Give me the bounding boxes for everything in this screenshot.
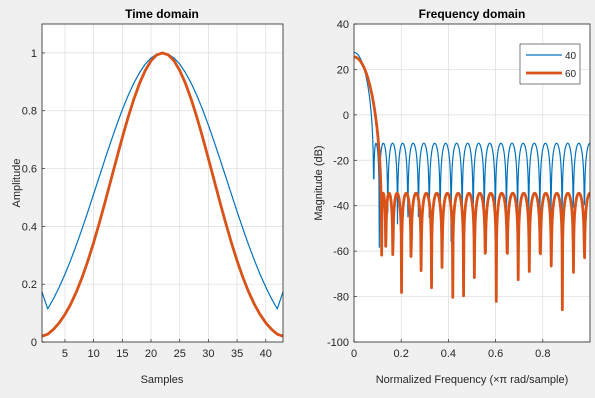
- freq-y-tick-label: -60: [333, 246, 349, 258]
- time-domain-title: Time domain: [125, 7, 199, 21]
- time-x-tick-label: 30: [202, 348, 214, 360]
- legend-label-60: 60: [565, 69, 577, 80]
- freq-y-tick-label: 0: [343, 110, 349, 122]
- freq-x-tick-label: 0.8: [535, 348, 550, 360]
- freq-x-tick-label: 0.6: [488, 348, 503, 360]
- freq-y-axis-label: Magnitude (dB): [313, 145, 325, 220]
- freq-y-tick-label: -40: [333, 201, 349, 213]
- freq-series-60: [352, 55, 592, 312]
- freq-domain-title: Frequency domain: [419, 7, 526, 21]
- freq-series-40: [353, 51, 591, 248]
- frequency-domain-plot: 0 0.2 0.4 0.6 0.8 -100 -80 -60 -40 -20 0 20 40 Freq…: [313, 7, 592, 386]
- freq-series-lines: [352, 51, 592, 312]
- time-x-tick-label: 35: [231, 348, 243, 360]
- freq-y-tick-label: -100: [327, 337, 349, 349]
- freq-x-ticks: 0 0.2 0.4 0.6 0.8: [351, 339, 550, 360]
- time-x-tick-label: 20: [145, 348, 157, 360]
- time-x-ticks: 5 10 15 20 25 30 35 40: [62, 339, 272, 360]
- freq-y-tick-label: -80: [333, 292, 349, 304]
- time-series-b: [41, 51, 284, 338]
- time-y-axis-label: Amplitude: [11, 159, 23, 208]
- freq-y-tick-label: 40: [337, 19, 349, 31]
- legend-label-40: 40: [565, 51, 577, 62]
- time-x-tick-label: 15: [116, 348, 128, 360]
- freq-x-axis-label: Normalized Frequency (×π rad/sample): [376, 374, 569, 386]
- time-y-tick-label: 0.2: [22, 279, 37, 291]
- time-x-axis-label: Samples: [141, 374, 184, 386]
- time-y-tick-label: 0.4: [22, 221, 37, 233]
- time-series-lines: [41, 51, 284, 338]
- legend-box: [519, 43, 581, 85]
- time-domain-plot: 5 10 15 20 25 30 35 40 0 0.2 0.4 0.6 0.8 1 Time doma…: [11, 7, 284, 386]
- freq-axes-box: [353, 23, 591, 343]
- time-x-tick-label: 5: [62, 348, 68, 360]
- legend[interactable]: 40 60: [519, 43, 581, 85]
- freq-x-tick-label: 0: [351, 348, 357, 360]
- freq-x-tick-label: 0.4: [441, 348, 456, 360]
- time-y-tick-label: 0.8: [22, 106, 37, 118]
- time-axes-box: [41, 23, 284, 343]
- time-x-tick-label: 40: [260, 348, 272, 360]
- time-y-ticks: 0 0.2 0.4 0.6 0.8 1: [22, 48, 45, 349]
- freq-y-tick-label: -20: [333, 155, 349, 167]
- time-x-tick-label: 25: [174, 348, 186, 360]
- time-x-tick-label: 10: [88, 348, 100, 360]
- time-y-tick-label: 1: [31, 48, 37, 60]
- freq-y-ticks: -100 -80 -60 -40 -20 0 20 40: [327, 19, 357, 349]
- freq-y-tick-label: 20: [337, 64, 349, 76]
- time-y-tick-label: 0.6: [22, 164, 37, 176]
- time-axes-background: [42, 24, 283, 342]
- time-y-tick-label: 0: [31, 337, 37, 349]
- freq-x-tick-label: 0.2: [394, 348, 409, 360]
